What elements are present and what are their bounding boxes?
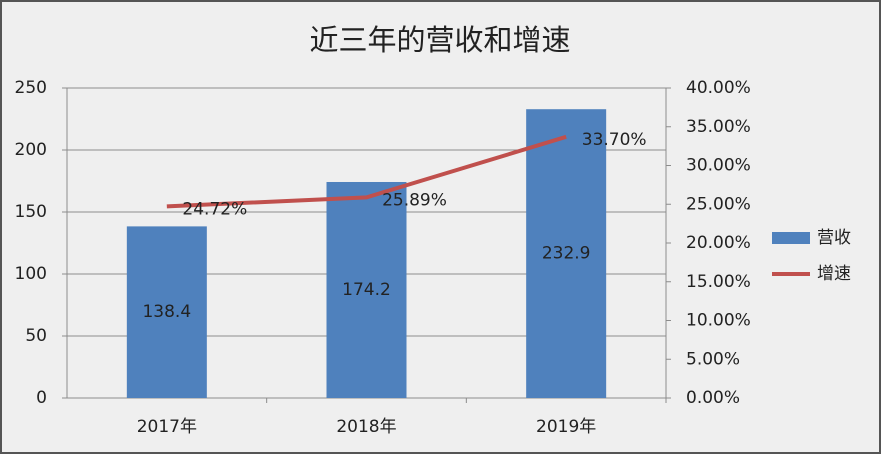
legend-label: 增速 bbox=[817, 264, 851, 284]
bar-value-label: 174.2 bbox=[342, 280, 391, 300]
bar-value-label: 138.4 bbox=[142, 302, 191, 322]
bar bbox=[126, 226, 207, 398]
line bbox=[166, 134, 567, 209]
y2-tick-label: 40.00% bbox=[686, 78, 751, 98]
legend-swatch bbox=[772, 232, 810, 244]
y-tick-label: 150 bbox=[15, 202, 47, 222]
y2-tick-label: 20.00% bbox=[686, 233, 751, 253]
x-tick-label: 2019年 bbox=[536, 417, 596, 437]
y-tick-label: 200 bbox=[15, 140, 47, 160]
y2-tick-label: 15.00% bbox=[686, 272, 751, 292]
line-value-label: 24.72% bbox=[182, 199, 247, 219]
legend-label: 营收 bbox=[817, 228, 851, 248]
y-tick-label: 100 bbox=[15, 264, 47, 284]
x-tick-label: 2018年 bbox=[336, 417, 396, 437]
bar-value-label: 232.9 bbox=[542, 244, 591, 264]
y2-tick-label: 5.00% bbox=[686, 349, 740, 369]
y2-tick-label: 35.00% bbox=[686, 117, 751, 137]
line-value-label: 25.89% bbox=[382, 190, 447, 210]
y-tick-label: 50 bbox=[25, 326, 47, 346]
line-value-label: 33.70% bbox=[582, 130, 647, 150]
y-tick-label: 250 bbox=[15, 78, 47, 98]
y2-tick-label: 30.00% bbox=[686, 156, 751, 176]
bar bbox=[326, 181, 407, 398]
y2-tick-label: 10.00% bbox=[686, 311, 751, 331]
y2-tick-label: 0.00% bbox=[686, 388, 740, 408]
chart-title: 近三年的营收和增速 bbox=[309, 23, 570, 57]
bar bbox=[526, 109, 607, 398]
x-tick-label: 2017年 bbox=[137, 417, 197, 437]
y-tick-label: 0 bbox=[36, 388, 47, 408]
y2-tick-label: 25.00% bbox=[686, 194, 751, 214]
